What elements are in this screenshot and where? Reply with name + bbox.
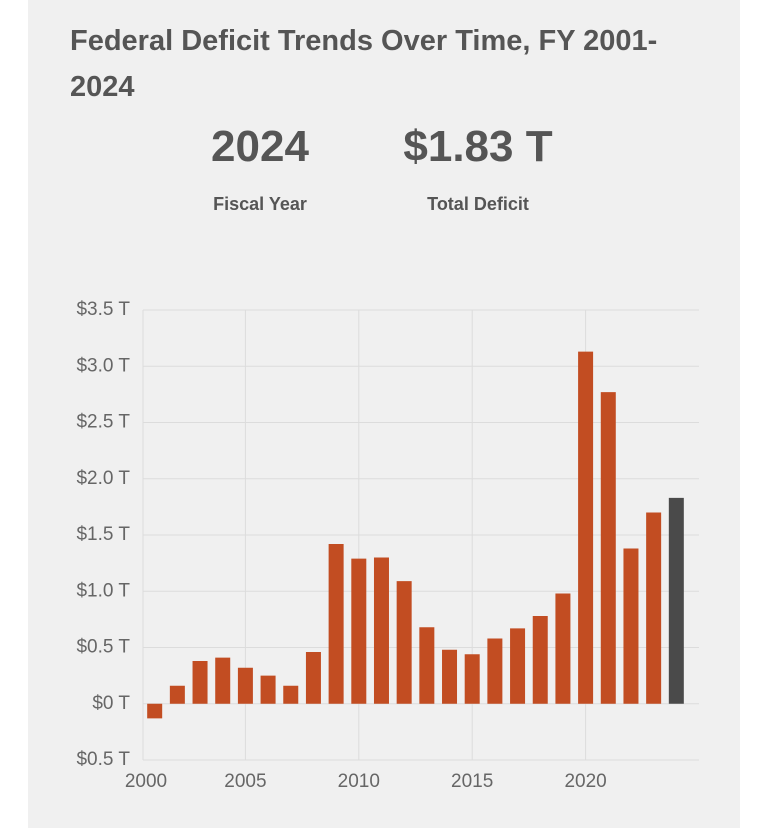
- bar: [351, 558, 367, 704]
- bar: [646, 512, 662, 704]
- bar: [283, 685, 299, 704]
- bar: [305, 652, 321, 704]
- x-tick-label: 2020: [564, 771, 606, 792]
- bar: [442, 649, 458, 704]
- y-tick-label: $0.5 T: [76, 637, 130, 658]
- bar: [237, 667, 253, 704]
- bar: [373, 557, 389, 704]
- stat-value: 2024: [211, 122, 309, 171]
- bar: [532, 616, 548, 704]
- bar: [215, 657, 231, 704]
- stat-label: Total Deficit: [427, 194, 529, 214]
- bar: [169, 685, 185, 704]
- bar: [147, 703, 163, 719]
- bar: [668, 497, 684, 704]
- y-tick-label: $1.5 T: [76, 524, 130, 545]
- x-tick-label: 2005: [224, 771, 266, 792]
- bar: [600, 392, 616, 704]
- bar: [260, 675, 276, 704]
- bar: [396, 581, 412, 704]
- bar: [192, 661, 208, 704]
- bar: [623, 548, 639, 704]
- bar: [487, 638, 503, 704]
- y-tick-label: $0 T: [92, 693, 130, 714]
- y-tick-label: $3.0 T: [76, 355, 130, 376]
- y-tick-label: $2.0 T: [76, 468, 130, 489]
- y-tick-label: $1.0 T: [76, 580, 130, 601]
- y-tick-label: $2.5 T: [76, 412, 130, 433]
- bar: [464, 654, 480, 704]
- bar: [510, 628, 526, 704]
- x-tick-label: 2000: [125, 771, 167, 792]
- y-tick-label: $3.5 T: [76, 299, 130, 320]
- bar: [328, 544, 344, 704]
- stat-value: $1.83 T: [403, 122, 553, 171]
- title: Federal Deficit Trends Over Time, FY 200…: [70, 25, 658, 103]
- bar: [578, 351, 594, 704]
- x-tick-label: 2015: [451, 771, 493, 792]
- stat-label: Fiscal Year: [213, 194, 307, 214]
- stat: $1.83 T Total Deficit: [368, 122, 588, 215]
- x-tick-label: 2010: [338, 771, 380, 792]
- stat: 2024 Fiscal Year: [150, 122, 370, 215]
- bar: [555, 593, 571, 704]
- bar: [419, 627, 435, 704]
- y-tick-label: $0.5 T: [76, 749, 130, 770]
